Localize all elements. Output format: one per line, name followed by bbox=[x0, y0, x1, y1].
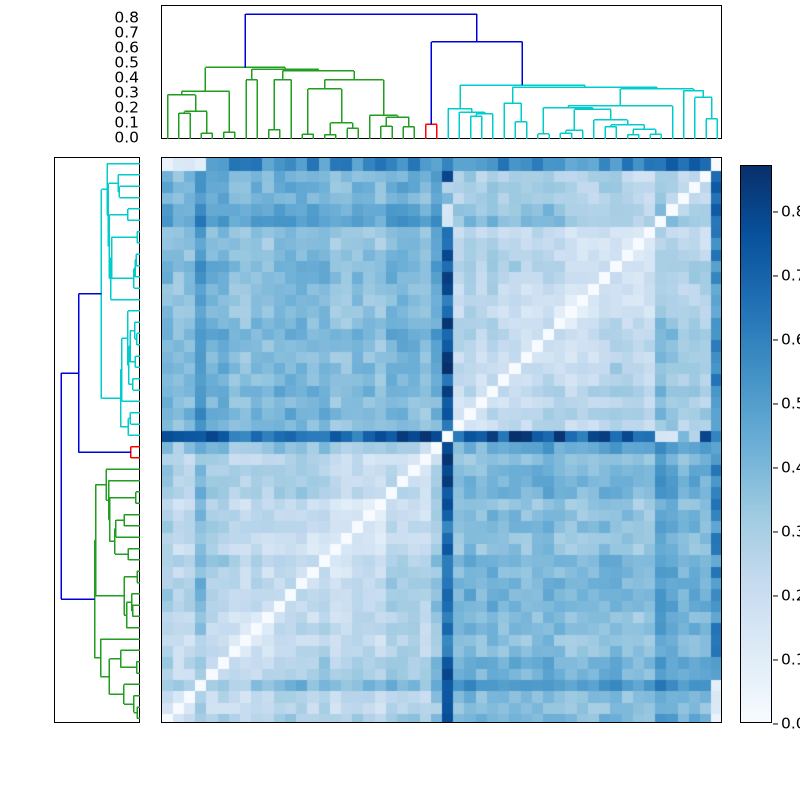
heatmap bbox=[161, 157, 722, 723]
top-dendrogram-ytick-label: 0.4 bbox=[114, 68, 139, 87]
top-dendrogram-axis: 0.0 0.1 0.2 0.3 0.4 0.5 0.6 0.7 0.8 bbox=[0, 0, 166, 147]
colorbar-tick-mark bbox=[773, 723, 778, 725]
column-dendrogram-plot bbox=[166, 13, 719, 139]
top-dendrogram-ytick-label: 0.5 bbox=[114, 53, 139, 72]
top-dendrogram-ytick-label: 0.6 bbox=[114, 38, 139, 57]
colorbar-tick-mark bbox=[773, 531, 778, 533]
top-dendrogram-ytick-label: 0.0 bbox=[114, 128, 139, 147]
top-dendrogram-ytick-label: 0.7 bbox=[114, 23, 139, 42]
colorbar-tick-mark bbox=[773, 595, 778, 597]
colorbar-tick-mark bbox=[773, 211, 778, 213]
colorbar-tick-mark bbox=[773, 403, 778, 405]
colorbar: 0.0 0.1 0.2 0.3 0.4 0.5 0.6 0.7 0.8 bbox=[740, 165, 800, 731]
colorbar-tick-label: 0.6 bbox=[781, 330, 800, 349]
colorbar-tick-label: 0.8 bbox=[781, 202, 800, 221]
colorbar-tick-label: 0.5 bbox=[781, 394, 800, 413]
colorbar-tick-mark bbox=[773, 467, 778, 469]
colorbar-tick-label: 0.4 bbox=[781, 458, 800, 477]
colorbar-tick-mark bbox=[773, 659, 778, 661]
colorbar-tick-label: 0.3 bbox=[781, 522, 800, 541]
colorbar-tick-label: 0.0 bbox=[781, 714, 800, 733]
top-dendrogram-ytick-label: 0.1 bbox=[114, 113, 139, 132]
colorbar-tick-label: 0.7 bbox=[781, 266, 800, 285]
top-dendrogram-ytick-label: 0.8 bbox=[114, 8, 139, 27]
heatmap-matrix bbox=[162, 158, 721, 722]
colorbar-tick-mark bbox=[773, 339, 778, 341]
colorbar-tick-mark bbox=[773, 275, 778, 277]
column-dendrogram bbox=[161, 5, 722, 139]
row-dendrogram bbox=[54, 157, 140, 723]
colorbar-tick-label: 0.2 bbox=[781, 586, 800, 605]
top-dendrogram-ytick-label: 0.2 bbox=[114, 98, 139, 117]
colorbar-tick-label: 0.1 bbox=[781, 650, 800, 669]
row-dendrogram-plot bbox=[60, 162, 140, 720]
colorbar-gradient bbox=[741, 166, 771, 722]
top-dendrogram-ytick-label: 0.3 bbox=[114, 83, 139, 102]
